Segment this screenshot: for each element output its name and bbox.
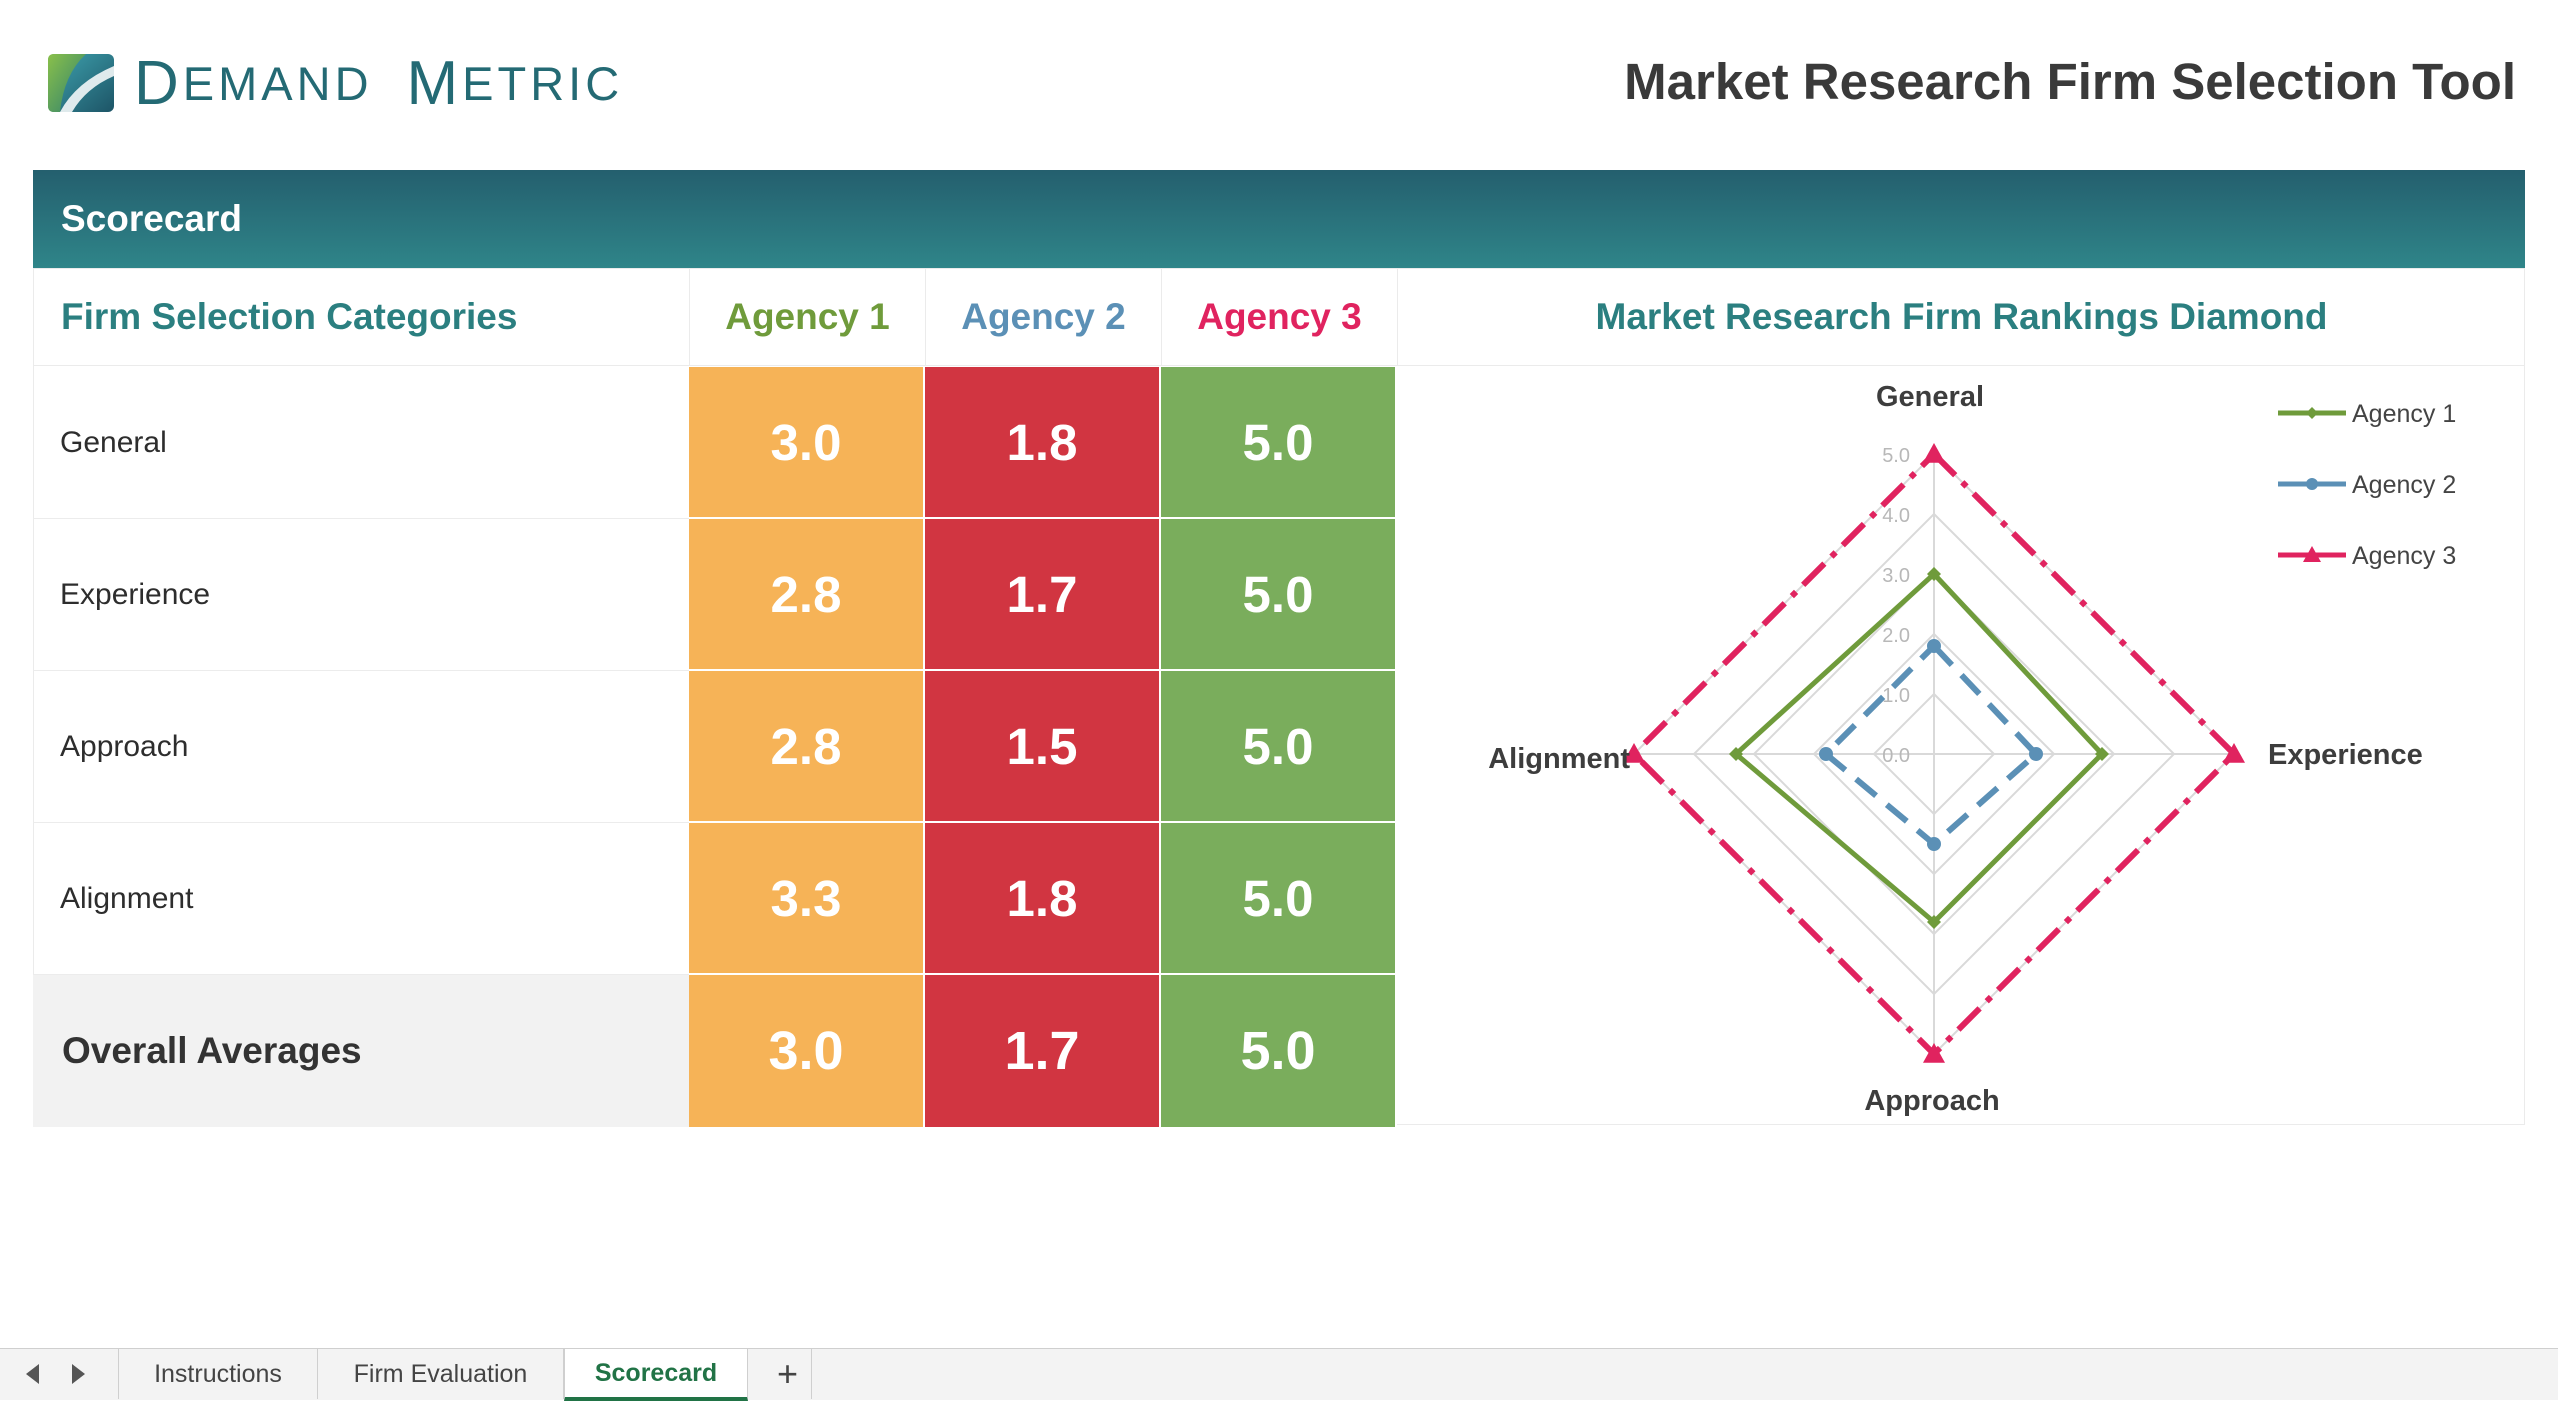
agency-3-header: Agency 3 (1161, 268, 1397, 366)
average-cell: 3.0 (689, 975, 925, 1127)
radar-series-marker (1927, 567, 1941, 581)
score-cell: 1.5 (925, 671, 1161, 823)
agency-2-header: Agency 2 (925, 268, 1161, 366)
legend-swatch-marker (2303, 546, 2321, 562)
sheet-tab-bar: Instructions Firm Evaluation Scorecard + (0, 1348, 2558, 1401)
tab-firm-evaluation[interactable]: Firm Evaluation (318, 1349, 564, 1399)
score-cell: 1.8 (925, 367, 1161, 519)
radar-series-marker (2029, 747, 2043, 761)
radar-series-marker (1729, 747, 1743, 761)
radar-category-label: Experience (2268, 739, 2423, 771)
radar-category-label: Approach (1864, 1085, 1999, 1117)
radar-tick-label: 3.0 (1882, 565, 1910, 587)
scroll-left-icon[interactable] (26, 1364, 39, 1384)
row-label-experience: Experience (33, 519, 689, 671)
legend-entry-label: Agency 2 (2352, 471, 2456, 499)
radar-series-marker (1623, 743, 1645, 763)
legend-entry-label: Agency 3 (2352, 542, 2456, 570)
band-title: Scorecard (61, 198, 242, 239)
legend-swatch-marker (2306, 478, 2318, 490)
tab-instructions[interactable]: Instructions (118, 1349, 318, 1399)
rankings-diamond-chart: 0.0 1.0 2.0 3.0 4.0 5.0 General Experience Appro… (1398, 368, 2524, 1124)
radar-series-marker (1927, 837, 1941, 851)
score-cell: 2.8 (689, 671, 925, 823)
row-label-approach: Approach (33, 671, 689, 823)
row-label-general: General (33, 367, 689, 519)
legend-swatch-marker (2306, 407, 2318, 419)
radar-tick-label: 0.0 (1882, 745, 1910, 767)
scorecard-band: Scorecard (33, 170, 2525, 268)
radar-category-label: Alignment (1488, 743, 1630, 775)
score-cell: 1.8 (925, 823, 1161, 975)
radar-tick-label: 2.0 (1882, 625, 1910, 647)
radar-series-marker (1927, 639, 1941, 653)
category-column-header: Firm Selection Categories (33, 268, 689, 366)
agency-1-header: Agency 1 (689, 268, 925, 366)
tool-title: Market Research Firm Selection Tool (1624, 53, 2516, 110)
radar-series-marker (1923, 1043, 1945, 1063)
score-cell: 5.0 (1161, 671, 1397, 823)
radar-series-marker (1923, 443, 1945, 463)
radar-series-marker (2095, 747, 2109, 761)
score-cell: 1.7 (925, 519, 1161, 671)
radar-series-marker (1927, 915, 1941, 929)
radar-chart-svg: 0.0 1.0 2.0 3.0 4.0 5.0 General Experience Appro… (1488, 381, 2456, 1117)
score-cell: 5.0 (1161, 823, 1397, 975)
demand-metric-logo-icon (46, 52, 116, 114)
score-cell: 5.0 (1161, 367, 1397, 519)
brand-name: D EMAND M ETRIC (134, 48, 624, 118)
radar-tick-label: 4.0 (1882, 505, 1910, 527)
average-cell: 1.7 (925, 975, 1161, 1127)
chart-header: Market Research Firm Rankings Diamond (1397, 268, 2525, 366)
tab-scorecard[interactable]: Scorecard (564, 1349, 748, 1401)
radar-tick-label: 5.0 (1882, 445, 1910, 467)
score-cell: 3.3 (689, 823, 925, 975)
radar-series-marker (1819, 747, 1833, 761)
scroll-right-icon[interactable] (72, 1364, 85, 1384)
score-cell: 3.0 (689, 367, 925, 519)
score-cell: 5.0 (1161, 519, 1397, 671)
radar-series-line (1821, 641, 2041, 848)
row-label-overall-averages: Overall Averages (33, 975, 689, 1127)
average-cell: 5.0 (1161, 975, 1397, 1127)
legend-entry-label: Agency 1 (2352, 400, 2456, 428)
row-label-alignment: Alignment (33, 823, 689, 975)
radar-tick-label: 1.0 (1882, 685, 1910, 707)
radar-series-marker (2223, 743, 2245, 763)
radar-category-label: General (1876, 381, 1984, 413)
score-cell: 2.8 (689, 519, 925, 671)
add-sheet-button[interactable]: + (764, 1349, 812, 1399)
